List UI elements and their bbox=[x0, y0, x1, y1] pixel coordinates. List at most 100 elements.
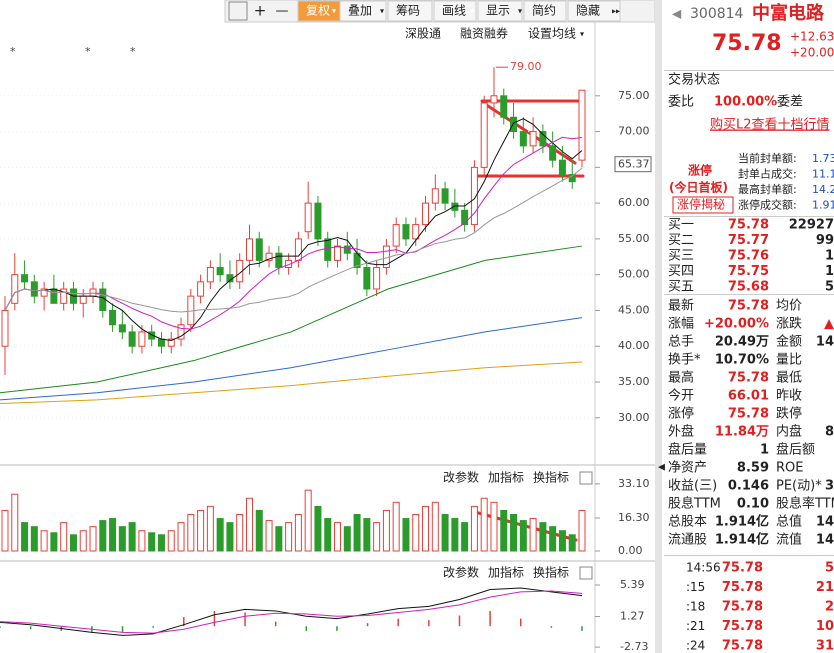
toolbar-button[interactable] bbox=[477, 0, 523, 22]
volume-bar bbox=[79, 530, 87, 552]
stat-value: 14 bbox=[816, 515, 834, 530]
dea-line bbox=[0, 590, 583, 634]
toolbar-button-label[interactable]: 简约 bbox=[532, 3, 556, 18]
chart-bg bbox=[0, 0, 655, 653]
indicator-tool[interactable]: 加指标 bbox=[488, 470, 524, 485]
tick-time: 14:56 bbox=[686, 561, 721, 575]
dropdown-arrow[interactable]: ▾ bbox=[380, 7, 384, 16]
toolbar-button-label[interactable]: 画线 bbox=[442, 4, 466, 18]
candle-body bbox=[578, 89, 586, 161]
limit-item-value: 14.2 bbox=[812, 183, 834, 196]
stat-label: 盘后量 bbox=[668, 442, 707, 458]
candle-body bbox=[109, 309, 117, 326]
candle-body bbox=[285, 259, 293, 269]
limit-button-label[interactable]: 涨停揭秘 bbox=[677, 197, 725, 212]
limit-button[interactable] bbox=[672, 196, 734, 214]
candle-body bbox=[470, 166, 478, 226]
stat-label: 外盘 bbox=[668, 424, 694, 440]
stat-label: 股息率TTM bbox=[776, 496, 834, 512]
candle-body bbox=[177, 324, 185, 340]
volume-bar bbox=[138, 530, 146, 552]
stat-label: 涨幅 bbox=[668, 317, 694, 332]
marker: * bbox=[10, 45, 16, 58]
candle-body bbox=[304, 202, 312, 233]
y-tick-label: 75.00 bbox=[618, 89, 650, 102]
lock-icon[interactable] bbox=[228, 1, 248, 21]
volume-bar bbox=[470, 505, 478, 552]
ma120-line bbox=[0, 317, 583, 401]
limit-item-label: 最高封单额: bbox=[738, 182, 797, 196]
candle-body bbox=[451, 202, 459, 211]
stat-value: 14 bbox=[816, 533, 834, 548]
marker: * bbox=[130, 45, 136, 58]
toolbar-button[interactable] bbox=[567, 0, 621, 22]
y-tick-label: 33.10 bbox=[618, 477, 650, 490]
l2-link[interactable]: 购买L2查看十档行情 bbox=[710, 117, 830, 133]
dropdown-arrow[interactable]: ▾ bbox=[580, 30, 584, 39]
toolbar-button-label[interactable]: 复权 bbox=[306, 4, 330, 18]
candle-body bbox=[392, 224, 400, 247]
y-tick-label: -2.73 bbox=[620, 640, 648, 653]
stat-value: 11.84万 bbox=[715, 425, 769, 440]
limit-item-value: 11.1 bbox=[812, 168, 834, 181]
y-tick-label: 60.00 bbox=[618, 196, 650, 209]
indicator-tool[interactable]: 加指标 bbox=[488, 565, 524, 580]
dropdown-arrow[interactable]: ▾ bbox=[332, 7, 336, 16]
toolbar-button[interactable] bbox=[433, 0, 477, 22]
y-tick-label: 0.00 bbox=[618, 544, 643, 557]
volume-bar bbox=[285, 522, 293, 552]
stat-label: 流值 bbox=[776, 532, 802, 548]
bid-price: 75.75 bbox=[728, 264, 769, 279]
change-pct: +20.00% bbox=[790, 46, 834, 60]
sub-link[interactable]: 融资融券 bbox=[460, 26, 508, 41]
stat-label: 总股本 bbox=[668, 515, 707, 530]
ratio-label: 委比 bbox=[668, 95, 694, 110]
y-tick-label: 5.39 bbox=[620, 578, 645, 591]
toolbar-button[interactable] bbox=[523, 0, 567, 22]
volume-bar bbox=[118, 526, 126, 552]
indicator-tool[interactable]: 改参数 bbox=[443, 470, 479, 485]
indicator-tool[interactable]: 换指标 bbox=[533, 565, 569, 580]
tick-volume: 31 bbox=[816, 639, 834, 653]
splitter-grip[interactable]: ◀ bbox=[658, 463, 665, 473]
stat-label: 总值 bbox=[776, 514, 802, 530]
zoom-out-icon[interactable]: — bbox=[276, 4, 289, 19]
stat-value: 75.78 bbox=[728, 407, 769, 422]
y-tick-label: 55.00 bbox=[618, 232, 650, 245]
candle-body bbox=[363, 267, 371, 290]
toolbar-button-label[interactable]: 显示 bbox=[486, 4, 510, 18]
dropdown-arrow[interactable]: ▾ bbox=[470, 7, 474, 16]
splitter[interactable] bbox=[655, 0, 662, 653]
indicator-tool[interactable]: 改参数 bbox=[443, 565, 479, 580]
back-arrow[interactable]: ◀ bbox=[672, 7, 682, 21]
candle-body bbox=[402, 224, 410, 240]
stat-value: 0.146 bbox=[728, 479, 769, 494]
volume-bar bbox=[568, 534, 576, 552]
zoom-in-icon[interactable]: + bbox=[254, 2, 267, 20]
toolbar-button[interactable] bbox=[339, 0, 387, 22]
volume-bar bbox=[402, 518, 410, 552]
toolbar-button-label[interactable]: 筹码 bbox=[396, 4, 420, 18]
bid-price: 75.68 bbox=[728, 280, 769, 295]
toolbar-button-label[interactable]: 隐藏 bbox=[576, 4, 600, 18]
volume-bar bbox=[60, 522, 68, 552]
dropdown-arrow[interactable]: ▾ bbox=[518, 7, 522, 16]
stat-value: 75.78 bbox=[728, 299, 769, 314]
candle-body bbox=[324, 238, 332, 261]
volume-bar bbox=[109, 518, 117, 552]
close-button[interactable] bbox=[579, 566, 593, 580]
toolbar-button[interactable] bbox=[387, 0, 433, 22]
stat-label: 跌停 bbox=[776, 406, 802, 422]
volume-bar bbox=[50, 532, 58, 552]
ma250-line bbox=[0, 361, 583, 404]
volume-bar bbox=[226, 522, 234, 552]
sub-link[interactable]: 深股通 bbox=[405, 27, 441, 41]
volume-bar bbox=[529, 518, 537, 552]
indicator-tool[interactable]: 换指标 bbox=[533, 470, 569, 485]
expand-arrow[interactable]: ▸▸ bbox=[612, 7, 620, 16]
toolbar-button-label[interactable]: 叠加 bbox=[348, 4, 372, 18]
sub-link[interactable]: 设置均线 bbox=[528, 27, 576, 41]
volume-bar bbox=[197, 509, 205, 552]
close-button[interactable] bbox=[579, 471, 593, 485]
